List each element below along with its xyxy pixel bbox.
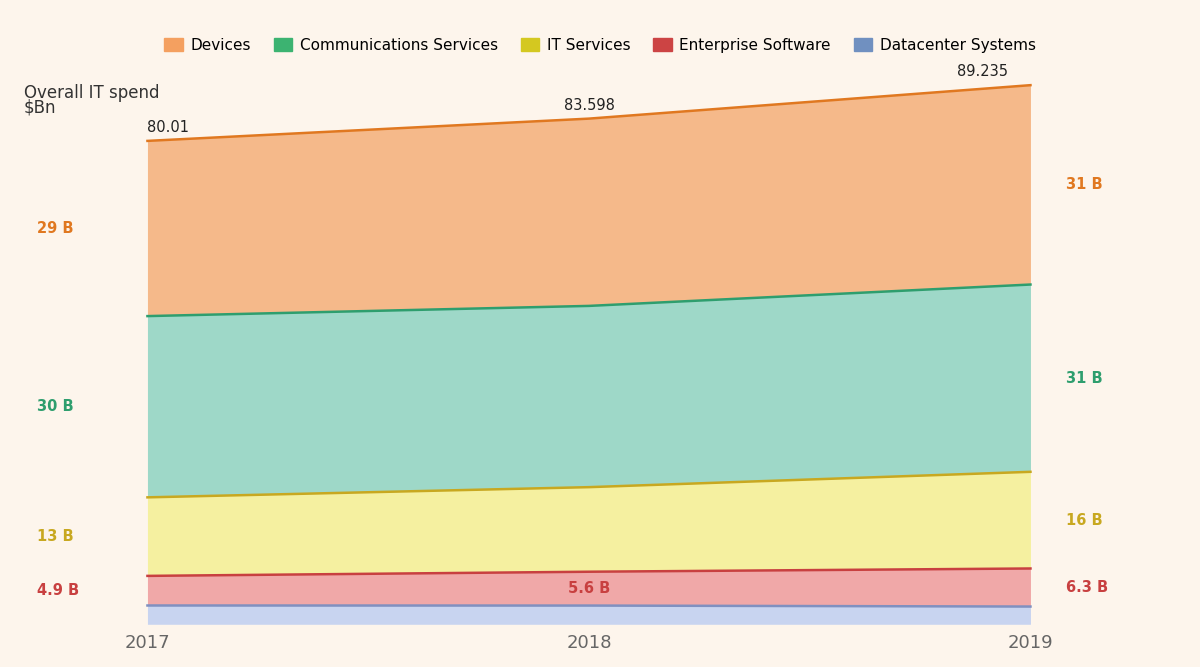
- Text: 4.9 B: 4.9 B: [37, 583, 79, 598]
- Text: 16 B: 16 B: [1066, 513, 1103, 528]
- Text: 89.235: 89.235: [958, 64, 1008, 79]
- Text: 83.598: 83.598: [564, 97, 614, 113]
- Text: 30 B: 30 B: [37, 400, 73, 414]
- Text: 5.6 B: 5.6 B: [568, 581, 610, 596]
- Text: 29 B: 29 B: [37, 221, 73, 236]
- Text: 30 B: 30 B: [571, 389, 607, 404]
- Text: 31 B: 31 B: [571, 121, 606, 135]
- Text: 14 B: 14 B: [571, 522, 607, 537]
- Text: 33 B: 33 B: [973, 88, 1008, 102]
- Text: $Bn: $Bn: [24, 99, 56, 117]
- Text: 80.01: 80.01: [148, 120, 190, 135]
- Legend: Devices, Communications Services, IT Services, Enterprise Software, Datacenter S: Devices, Communications Services, IT Ser…: [158, 31, 1042, 59]
- Text: Overall IT spend: Overall IT spend: [24, 83, 160, 101]
- Text: 31 B: 31 B: [1066, 371, 1103, 386]
- Text: 29 B: 29 B: [148, 144, 182, 158]
- Text: 13 B: 13 B: [37, 529, 73, 544]
- Text: 6.3 B: 6.3 B: [1066, 580, 1108, 595]
- Text: 31 B: 31 B: [1066, 177, 1103, 192]
- Text: 31 B: 31 B: [571, 205, 607, 219]
